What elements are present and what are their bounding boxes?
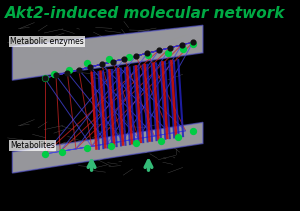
Point bbox=[106, 57, 111, 61]
Polygon shape bbox=[12, 25, 203, 80]
Point bbox=[134, 142, 139, 145]
Point bbox=[179, 43, 184, 47]
Point bbox=[126, 55, 131, 59]
Text: Metabolic enzymes: Metabolic enzymes bbox=[10, 37, 84, 46]
Point bbox=[134, 54, 138, 58]
Point bbox=[59, 150, 64, 154]
Point bbox=[166, 51, 171, 54]
Point bbox=[111, 60, 116, 63]
Point bbox=[84, 62, 89, 65]
Point bbox=[190, 43, 195, 46]
Point bbox=[67, 68, 72, 71]
Point bbox=[168, 46, 172, 49]
Point bbox=[84, 146, 89, 149]
Polygon shape bbox=[12, 122, 203, 173]
Point bbox=[146, 53, 151, 57]
Text: Akt2-induced molecular network: Akt2-induced molecular network bbox=[5, 6, 285, 21]
Point bbox=[109, 144, 114, 147]
Point bbox=[52, 72, 57, 76]
Point bbox=[42, 76, 47, 80]
Point bbox=[176, 135, 181, 139]
Point bbox=[42, 152, 47, 156]
Point bbox=[54, 74, 58, 77]
Text: Glycolysis  Nucleic acids: Glycolysis Nucleic acids bbox=[104, 198, 208, 207]
Point bbox=[156, 49, 161, 52]
Point bbox=[42, 76, 47, 80]
Point bbox=[88, 65, 93, 69]
Point bbox=[65, 71, 70, 74]
Point bbox=[145, 51, 150, 55]
Point bbox=[190, 129, 195, 133]
Point bbox=[158, 140, 163, 143]
Point bbox=[99, 63, 104, 66]
Point bbox=[190, 41, 195, 44]
Point bbox=[181, 47, 185, 50]
Point bbox=[122, 57, 127, 60]
Point bbox=[76, 68, 81, 72]
Text: Metabolites: Metabolites bbox=[10, 141, 55, 150]
